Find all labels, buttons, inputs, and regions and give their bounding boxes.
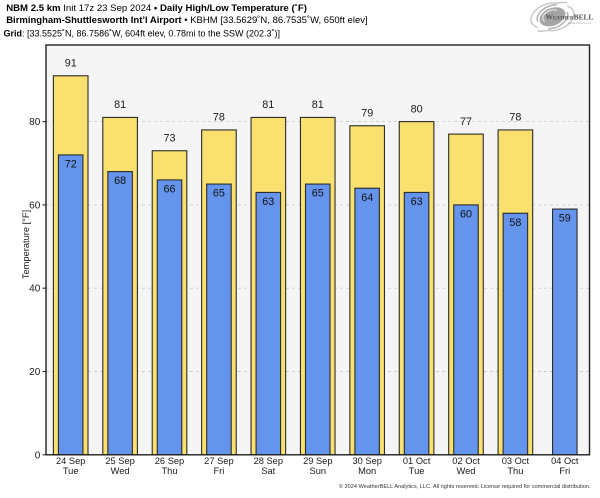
svg-text:Wed: Wed: [111, 466, 130, 476]
svg-text:25 Sep: 25 Sep: [105, 456, 134, 466]
svg-text:77: 77: [460, 116, 472, 128]
svg-text:63: 63: [411, 196, 423, 208]
svg-text:ANALYTICS LLC: ANALYTICS LLC: [568, 22, 593, 25]
svg-text:Temperature [°F]: Temperature [°F]: [21, 210, 31, 279]
svg-text:Fri: Fri: [213, 466, 224, 476]
svg-text:© 2024 WeatherBELL Analytics,: © 2024 WeatherBELL Analytics, LLC. All r…: [339, 483, 591, 490]
svg-text:79: 79: [361, 108, 373, 120]
svg-text:78: 78: [213, 112, 225, 124]
svg-text:Tue: Tue: [63, 466, 79, 476]
svg-text:65: 65: [312, 188, 324, 200]
svg-text:Mon: Mon: [358, 466, 376, 476]
svg-text:01 Oct: 01 Oct: [403, 456, 431, 466]
svg-text:WEATHERBELL: WEATHERBELL: [546, 13, 594, 22]
svg-text:29 Sep: 29 Sep: [303, 456, 332, 466]
svg-text:58: 58: [509, 217, 521, 229]
svg-text:73: 73: [163, 133, 175, 145]
svg-text:Thu: Thu: [507, 466, 523, 476]
svg-text:80: 80: [29, 117, 41, 128]
svg-text:80: 80: [411, 103, 423, 115]
svg-text:04 Oct: 04 Oct: [551, 456, 579, 466]
svg-text:26 Sep: 26 Sep: [155, 456, 184, 466]
svg-text:Wed: Wed: [457, 466, 476, 476]
svg-text:03 Oct: 03 Oct: [502, 456, 530, 466]
svg-text:91: 91: [65, 58, 77, 70]
svg-text:81: 81: [262, 99, 274, 111]
svg-text:02 Oct: 02 Oct: [452, 456, 480, 466]
svg-text:65: 65: [213, 188, 225, 200]
svg-text:NBM 2.5 km Init 17z 23 Sep 202: NBM 2.5 km Init 17z 23 Sep 2024 • Daily …: [6, 3, 307, 14]
svg-text:0: 0: [35, 450, 41, 461]
svg-text:Grid: [33.5525˚N, 86.7586˚W, 6: Grid: [33.5525˚N, 86.7586˚W, 604ft elev,…: [4, 28, 280, 38]
svg-text:Fri: Fri: [559, 466, 570, 476]
svg-text:63: 63: [262, 196, 274, 208]
svg-text:60: 60: [29, 200, 41, 211]
svg-text:Thu: Thu: [161, 466, 177, 476]
svg-text:40: 40: [29, 284, 41, 295]
svg-text:Sat: Sat: [261, 466, 275, 476]
svg-text:60: 60: [460, 209, 472, 221]
svg-text:66: 66: [163, 184, 175, 196]
svg-text:78: 78: [509, 112, 521, 124]
svg-text:28 Sep: 28 Sep: [254, 456, 283, 466]
svg-text:Birmingham-Shuttlesworth Int’l: Birmingham-Shuttlesworth Int’l Airport •…: [6, 15, 367, 26]
svg-text:20: 20: [29, 367, 41, 378]
svg-text:Sun: Sun: [310, 466, 327, 476]
svg-text:24 Sep: 24 Sep: [56, 456, 85, 466]
svg-text:81: 81: [114, 99, 126, 111]
svg-text:27 Sep: 27 Sep: [204, 456, 233, 466]
svg-text:68: 68: [114, 175, 126, 187]
svg-text:81: 81: [312, 99, 324, 111]
svg-text:64: 64: [361, 192, 373, 204]
svg-text:Tue: Tue: [409, 466, 425, 476]
svg-text:72: 72: [65, 159, 77, 171]
svg-text:30 Sep: 30 Sep: [352, 456, 381, 466]
svg-text:59: 59: [559, 213, 571, 225]
